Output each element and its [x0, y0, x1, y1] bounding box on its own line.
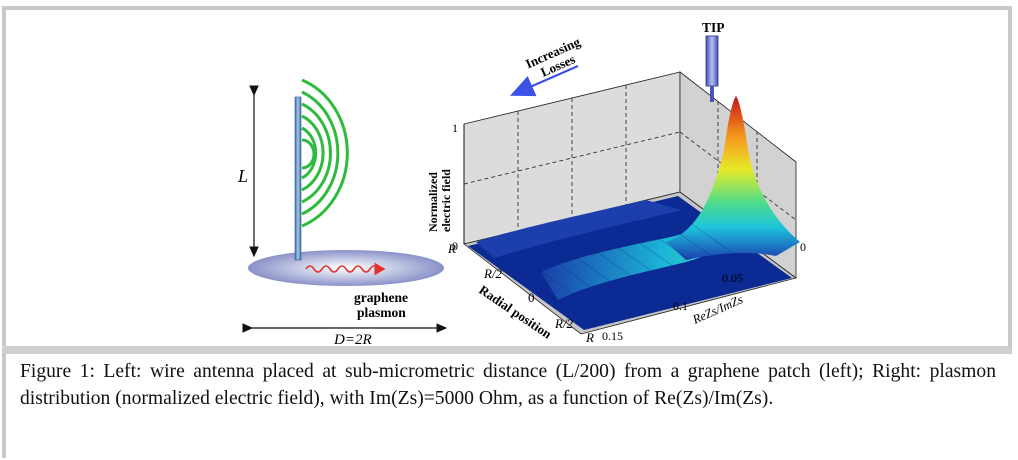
wire-antenna — [294, 96, 302, 261]
caption-border-left — [2, 354, 6, 458]
plasmon-wave — [305, 262, 386, 276]
figure-frame: L graphene plasmon D=2R — [2, 6, 1012, 458]
z-tick-1: 1 — [452, 121, 458, 135]
losses-arrow — [509, 64, 579, 97]
figure-caption: Figure 1: Left: wire antenna placed at s… — [20, 358, 996, 412]
radial-tick-r2-left: R/2 — [483, 266, 503, 281]
z-tick-0: 0 — [452, 239, 458, 253]
radial-tick-zero: 0 — [528, 290, 535, 305]
figure-border-bottom — [2, 346, 1012, 354]
left-schematic: L graphene plasmon D=2R — [237, 78, 448, 346]
radial-tick-r2-right: R/2 — [554, 316, 574, 331]
length-label: L — [237, 166, 248, 186]
surface-peak — [666, 96, 800, 260]
loss-tick-015: 0.15 — [602, 329, 623, 343]
loss-tick-01: 0.1 — [673, 299, 688, 313]
tip-label: TIP — [702, 20, 725, 35]
figure-border-right — [1008, 6, 1012, 352]
radial-tick-r-right: R — [585, 330, 594, 345]
diameter-label: D=2R — [333, 332, 372, 346]
loss-tick-0: 0 — [800, 240, 806, 254]
surface-left-ridge — [476, 200, 682, 258]
plasmon-label-line2: plasmon — [357, 305, 406, 320]
loss-tick-005: 0.05 — [722, 271, 743, 285]
emission-arcs — [301, 78, 349, 228]
surface-mesh — [485, 205, 775, 329]
probe-tip — [705, 35, 719, 87]
plasmon-label-line1: graphene — [354, 290, 408, 305]
surface-plot: TIP Increasing Losses 1 0 Normalized ele… — [426, 20, 806, 345]
z-axis-label-line1: Normalized — [426, 172, 440, 232]
z-axis-label-line2: electric field — [439, 169, 453, 232]
figure-border-top — [2, 6, 1012, 10]
radial-tick-r-left: R — [447, 241, 456, 256]
figure-illustration: L graphene plasmon D=2R — [237, 20, 806, 346]
figure-border-left — [2, 6, 6, 352]
caption-text: Figure 1: Left: wire antenna placed at s… — [20, 361, 996, 409]
